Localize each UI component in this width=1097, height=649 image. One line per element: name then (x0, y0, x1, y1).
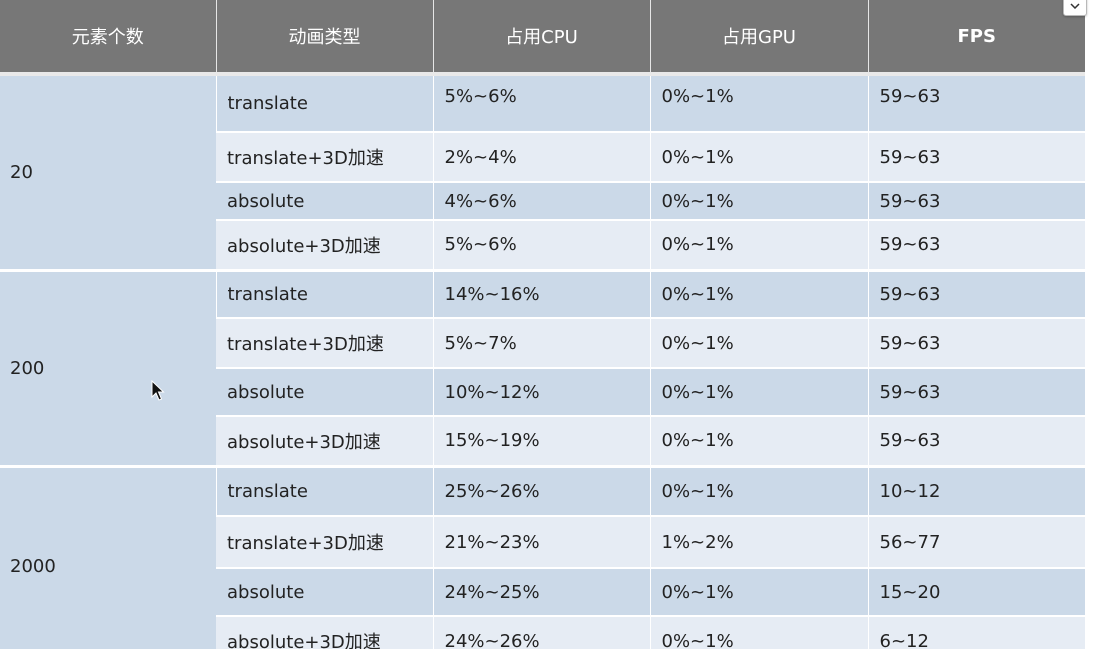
cpu-cell: 5%~6% (432, 74, 650, 133)
table-row: 2000 translate 25%~26% 0%~1% 10~12 (0, 466, 1085, 649)
table-row: absolute 4%~6% 0%~1% 59~63 (0, 182, 1085, 221)
table-row: absolute+3D加速 24%~26% 0%~1% 6~12 (0, 616, 1085, 649)
animation-type-cell: translate (215, 270, 433, 319)
table-header: 元素个数 动画类型 占用CPU 占用GPU FPS (0, 0, 1085, 76)
header-gpu-usage: 占用GPU (649, 0, 868, 76)
cpu-cell: 14%~16% (432, 270, 650, 319)
table-row: translate+3D加速 2%~4% 0%~1% 59~63 (0, 132, 1085, 183)
element-count-cell: 2000 (0, 466, 216, 649)
gpu-cell: 0%~1% (649, 616, 868, 649)
gpu-cell: 0%~1% (649, 132, 868, 183)
fps-cell: 10~12 (867, 466, 1085, 517)
header-animation-type: 动画类型 (215, 0, 433, 76)
table-row: translate+3D加速 5%~7% 0%~1% 59~63 (0, 318, 1085, 369)
animation-type-cell: translate+3D加速 (216, 516, 433, 569)
fps-cell: 6~12 (867, 616, 1085, 649)
cpu-cell: 5%~6% (432, 220, 650, 272)
gpu-cell: 0%~1% (649, 466, 868, 517)
gpu-cell: 0%~1% (649, 182, 868, 221)
table-row: absolute+3D加速 5%~6% 0%~1% 59~63 (0, 220, 1085, 272)
element-count-cell: 200 (0, 270, 216, 468)
header-cpu-usage: 占用CPU (432, 0, 650, 76)
cpu-cell: 21%~23% (432, 516, 650, 569)
table-row: absolute 24%~25% 0%~1% 15~20 (0, 568, 1085, 617)
animation-type-cell: absolute+3D加速 (216, 416, 433, 468)
animation-type-cell: absolute (216, 368, 433, 417)
fps-cell: 59~63 (867, 132, 1085, 183)
table-row: translate+3D加速 21%~23% 1%~2% 56~77 (0, 516, 1085, 569)
animation-type-cell: absolute+3D加速 (216, 220, 433, 272)
cpu-cell: 25%~26% (432, 466, 650, 517)
animation-type-cell: absolute (216, 568, 433, 617)
element-count-cell: 20 (0, 74, 216, 272)
animation-type-cell: absolute+3D加速 (216, 616, 433, 649)
animation-type-cell: translate+3D加速 (216, 318, 433, 369)
fps-cell: 59~63 (867, 220, 1085, 272)
cpu-cell: 10%~12% (432, 368, 650, 417)
table-row: 200 translate 14%~16% 0%~1% 59~63 (0, 270, 1085, 468)
gpu-cell: 0%~1% (649, 318, 868, 369)
fps-cell: 59~63 (867, 182, 1085, 221)
gpu-cell: 0%~1% (649, 368, 868, 417)
animation-type-cell: absolute (216, 182, 433, 221)
animation-type-cell: translate (215, 74, 433, 133)
gpu-cell: 1%~2% (649, 516, 868, 569)
cpu-cell: 15%~19% (432, 416, 650, 468)
fps-cell: 59~63 (867, 416, 1085, 468)
cpu-cell: 2%~4% (432, 132, 650, 183)
header-element-count: 元素个数 (0, 0, 216, 76)
cpu-cell: 5%~7% (432, 318, 650, 369)
fps-cell: 59~63 (867, 318, 1085, 369)
fps-cell: 59~63 (867, 270, 1085, 319)
table-row: absolute 10%~12% 0%~1% 59~63 (0, 368, 1085, 417)
table-row: 20 translate 5%~6% 0%~1% 59~63 (0, 74, 1085, 272)
gpu-cell: 0%~1% (649, 270, 868, 319)
cpu-cell: 24%~26% (432, 616, 650, 649)
header-fps: FPS (867, 0, 1085, 76)
scroll-toggle-button[interactable] (1063, 0, 1087, 16)
fps-cell: 15~20 (867, 568, 1085, 617)
gpu-cell: 0%~1% (649, 568, 868, 617)
fps-cell: 59~63 (867, 74, 1085, 133)
mouse-pointer-icon (151, 380, 165, 401)
animation-type-cell: translate (215, 466, 433, 517)
gpu-cell: 0%~1% (649, 220, 868, 272)
table-row: absolute+3D加速 15%~19% 0%~1% 59~63 (0, 416, 1085, 468)
fps-cell: 56~77 (867, 516, 1085, 569)
gpu-cell: 0%~1% (649, 74, 868, 133)
gpu-cell: 0%~1% (649, 416, 868, 468)
chevron-down-icon (1070, 3, 1080, 9)
cpu-cell: 24%~25% (432, 568, 650, 617)
table-body: 20 translate 5%~6% 0%~1% 59~63 translate… (0, 74, 1085, 649)
animation-type-cell: translate+3D加速 (216, 132, 433, 183)
cpu-cell: 4%~6% (432, 182, 650, 221)
header-row: 元素个数 动画类型 占用CPU 占用GPU FPS (0, 0, 1085, 76)
fps-cell: 59~63 (867, 368, 1085, 417)
